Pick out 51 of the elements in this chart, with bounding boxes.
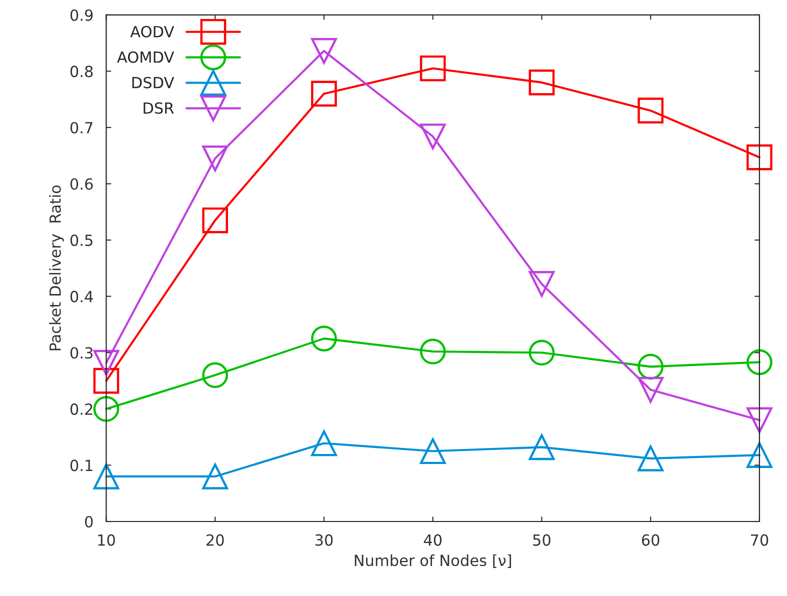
point [746,407,772,434]
point [420,338,446,364]
y-tick-label: 0.6 [70,178,93,190]
x-tick-label: 40 [424,534,442,546]
point [93,464,120,490]
point [528,340,555,366]
point [746,144,772,170]
x-axis-title: Number of Nodes [ν] [354,554,512,568]
y-tick-label: 0.2 [70,403,92,415]
point [311,430,337,456]
point [93,350,120,376]
x-tick-label: 60 [642,534,660,546]
y-tick-label: 0.5 [70,234,92,246]
point [202,146,228,172]
y-tick-label: 0.1 [70,460,92,472]
point [93,368,120,394]
point [420,438,446,464]
legend-label: AODV [130,26,174,38]
point [202,464,228,490]
x-tick-label: 30 [315,534,333,546]
x-tick-label: 20 [206,534,224,546]
y-tick-label: 0 [85,516,93,528]
point [638,376,664,403]
legend-label: DSDV [132,76,174,88]
point [746,349,772,376]
x-tick-label: 50 [533,534,550,546]
point [528,434,555,460]
x-tick-label: 70 [750,534,768,546]
legend-label: AOMDV [117,51,174,63]
point [311,80,337,107]
y-tick-label: 0.4 [70,290,93,302]
legend-label: DSR [144,102,174,114]
point [202,362,228,388]
point [311,38,337,64]
y-tick-label: 0.9 [70,9,93,21]
y-tick-label: 0.8 [70,66,93,78]
point [420,55,446,82]
y-axis-title: Packet Delivery Ratio [49,185,64,350]
point [638,354,664,380]
point [746,442,772,468]
point [311,326,337,352]
point [638,446,664,472]
point [202,207,228,234]
point [93,396,120,422]
point [528,70,555,96]
point [420,124,446,150]
point [528,271,555,297]
y-tick-label: 0.3 [70,347,93,359]
point [638,98,664,124]
x-tick-label: 10 [98,534,115,546]
y-tick-label: 0.7 [70,122,92,134]
